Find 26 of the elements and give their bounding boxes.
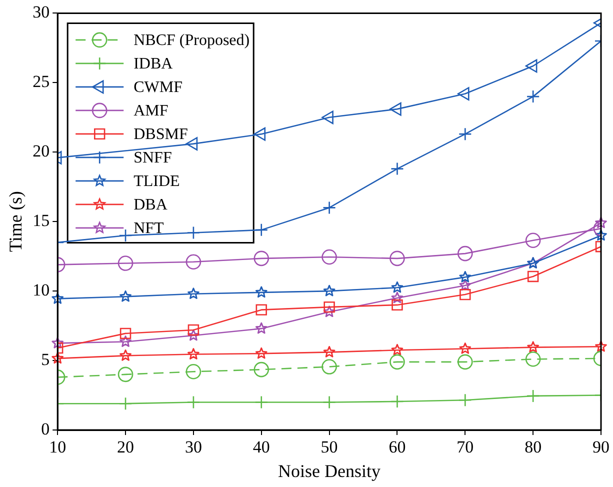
y-tick-label: 15 — [32, 211, 50, 230]
x-tick-label: 70 — [456, 438, 474, 457]
legend-label: CWMF — [134, 79, 183, 96]
legend-label: AMF — [134, 102, 168, 120]
legend-label: DBA — [134, 196, 168, 214]
x-tick-label: 60 — [388, 438, 406, 457]
legend-label: IDBA — [134, 56, 174, 73]
y-tick-label: 30 — [32, 2, 50, 22]
x-axis-title: Noise Density — [278, 460, 381, 481]
legend-label: SNFF — [134, 150, 172, 167]
x-tick-label: 30 — [184, 438, 202, 457]
legend-label: TLIDE — [134, 173, 180, 190]
x-tick-label: 80 — [524, 438, 542, 457]
legend-label: NFT — [134, 220, 164, 238]
legend-label: DBSMF — [134, 126, 188, 144]
y-axis-title: Time (s) — [6, 191, 26, 252]
x-tick-label: 40 — [252, 438, 270, 457]
x-tick-label: 20 — [117, 438, 134, 457]
y-tick-label: 10 — [32, 280, 50, 300]
y-tick-label: 0 — [41, 419, 50, 438]
legend-label: NBCF (Proposed) — [134, 32, 250, 50]
x-tick-label: 90 — [592, 438, 610, 457]
y-tick-label: 25 — [32, 72, 50, 92]
y-tick-label: 5 — [41, 350, 50, 369]
y-tick-label: 20 — [32, 142, 50, 161]
x-tick-label: 50 — [320, 438, 338, 457]
